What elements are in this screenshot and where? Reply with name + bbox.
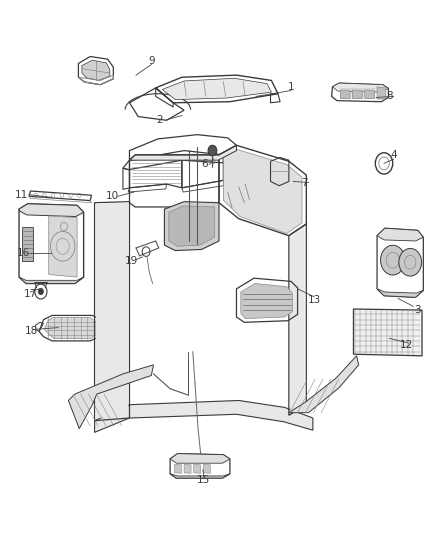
Text: 13: 13 [307, 295, 321, 305]
Text: 15: 15 [197, 475, 210, 485]
Polygon shape [19, 204, 84, 216]
Polygon shape [174, 464, 181, 473]
Polygon shape [21, 227, 33, 261]
Polygon shape [169, 206, 215, 246]
Polygon shape [19, 277, 84, 284]
Text: 16: 16 [17, 248, 30, 258]
Polygon shape [44, 318, 99, 339]
Polygon shape [223, 150, 302, 233]
Polygon shape [184, 464, 191, 473]
Polygon shape [49, 216, 77, 277]
Text: 8: 8 [386, 91, 392, 101]
Text: 18: 18 [25, 326, 38, 336]
Text: 9: 9 [148, 56, 155, 66]
Polygon shape [170, 454, 230, 463]
Polygon shape [340, 90, 350, 99]
Text: 6: 6 [202, 159, 208, 169]
Text: 19: 19 [125, 256, 138, 266]
Text: 4: 4 [390, 150, 397, 160]
Polygon shape [96, 203, 128, 418]
Circle shape [208, 146, 217, 156]
Text: 3: 3 [414, 305, 421, 315]
Polygon shape [377, 289, 424, 297]
Circle shape [38, 288, 43, 295]
Text: 17: 17 [24, 289, 37, 299]
Polygon shape [290, 227, 304, 413]
Polygon shape [377, 87, 386, 99]
Polygon shape [130, 146, 237, 160]
Polygon shape [377, 228, 424, 241]
Text: 1: 1 [288, 82, 294, 92]
Circle shape [381, 245, 405, 275]
Text: 10: 10 [106, 191, 119, 201]
Polygon shape [241, 284, 292, 319]
Text: 2: 2 [157, 115, 163, 125]
Polygon shape [365, 90, 374, 99]
Polygon shape [353, 309, 422, 356]
Polygon shape [95, 400, 313, 432]
Text: 7: 7 [301, 177, 307, 188]
Polygon shape [170, 474, 230, 478]
Polygon shape [68, 365, 153, 429]
Text: 12: 12 [400, 340, 413, 350]
Polygon shape [82, 60, 110, 80]
Polygon shape [203, 464, 210, 473]
Circle shape [399, 248, 422, 276]
Text: 11: 11 [15, 190, 28, 200]
Polygon shape [289, 356, 359, 413]
Polygon shape [194, 464, 201, 473]
Polygon shape [332, 83, 389, 92]
Polygon shape [164, 201, 219, 251]
Polygon shape [162, 78, 272, 100]
Polygon shape [353, 90, 362, 99]
